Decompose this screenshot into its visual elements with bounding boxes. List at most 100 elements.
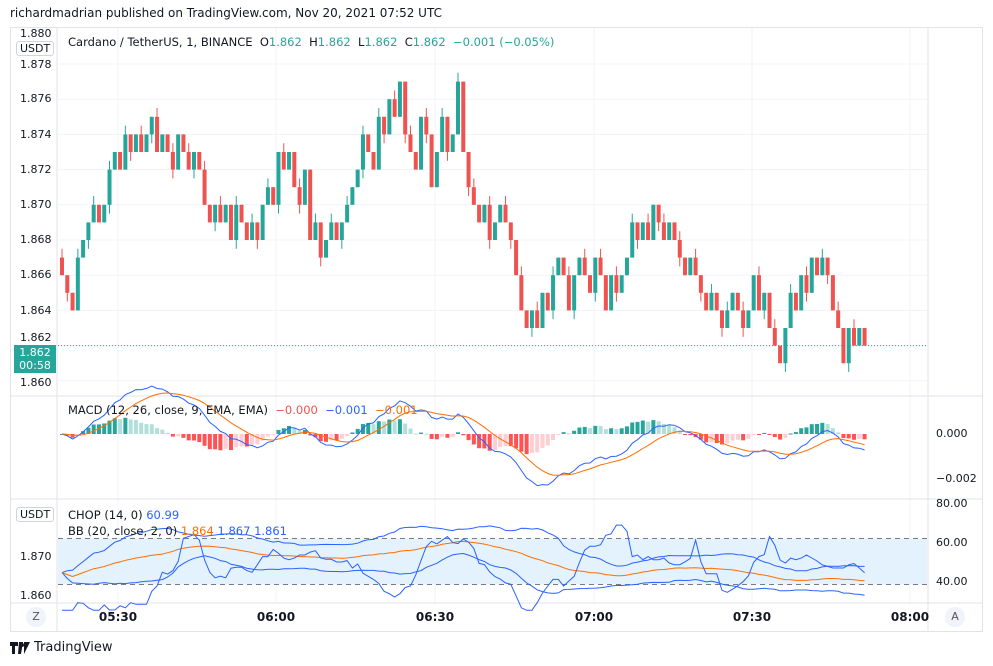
macd-histogram-bar [492, 434, 497, 450]
macd-histogram-bar [155, 428, 160, 434]
tradingview-logo[interactable]: TradingView [10, 640, 113, 655]
candle-body [297, 187, 302, 205]
candle-body [614, 275, 619, 293]
open-value: 1.862 [268, 35, 302, 49]
candle-body [371, 152, 376, 170]
candle-body [287, 152, 292, 170]
symbol-legend: Cardano / TetherUS, 1, BINANCE O1.862 H1… [68, 35, 555, 49]
candle-body [202, 169, 207, 205]
close-value: 1.862 [412, 35, 446, 49]
macd-histogram-bar [830, 428, 835, 434]
candle-body [651, 204, 656, 240]
macd-histogram-bar [630, 422, 635, 434]
macd-histogram-bar [334, 434, 339, 441]
chop-tick: 60.00 [936, 536, 968, 549]
macd-histogram-bar [704, 434, 709, 443]
macd-histogram-bar [603, 429, 608, 434]
macd-histogram-bar [561, 432, 566, 434]
candle-body [334, 222, 339, 240]
candle-body [709, 292, 714, 311]
candle-body [382, 116, 387, 135]
macd-histogram-bar [207, 434, 212, 450]
candle-body [313, 222, 318, 240]
macd-histogram-bar [376, 421, 381, 434]
macd-histogram-bar [698, 434, 703, 440]
candle-body [746, 310, 751, 328]
candle-body [799, 275, 804, 311]
currency-badge[interactable]: USDT [16, 41, 55, 56]
countdown: 00:58 [19, 359, 51, 372]
macd-histogram-bar [487, 434, 492, 451]
candle-body [635, 222, 640, 240]
candle-body [213, 204, 218, 223]
macd-histogram-bar [640, 420, 645, 434]
currency-badge-lower[interactable]: USDT [16, 507, 55, 522]
macd-histogram-bar [519, 434, 524, 452]
macd-histogram-bar [746, 434, 751, 439]
macd-histogram-bar [276, 429, 281, 434]
candle-body [714, 292, 719, 311]
candle-body [471, 187, 476, 205]
candle-body [561, 257, 566, 276]
macd-histogram-bar [852, 434, 856, 440]
macd-histogram-bar [218, 434, 223, 451]
macd-histogram-bar [403, 423, 408, 434]
candle-body [540, 292, 545, 328]
bb-basis-line [61, 540, 865, 582]
chop-band [58, 538, 927, 585]
chop-tick: 80.00 [936, 497, 968, 510]
macd-histogram-bar [593, 425, 598, 434]
candle-body [176, 134, 181, 170]
zoom-reset-button[interactable]: Z [26, 607, 46, 627]
candle-body [498, 204, 503, 223]
candle-body [535, 310, 540, 328]
candle-body [403, 81, 408, 135]
chop-value: 60.99 [146, 508, 180, 522]
macd-histogram-bar [836, 432, 841, 434]
candle-body [788, 292, 793, 328]
candle-body [339, 222, 344, 240]
candle-body [646, 222, 651, 240]
price-tick: 1.866 [20, 268, 52, 282]
candle-body [751, 275, 756, 311]
candle-body [815, 257, 820, 276]
candle-body [149, 116, 154, 135]
candle-body [466, 152, 471, 188]
candle-body [793, 292, 798, 311]
candle-body [419, 116, 424, 170]
macd-histogram-bar [260, 434, 265, 441]
time-tick: 07:00 [574, 610, 614, 624]
candle-body [244, 222, 249, 240]
candle-body [271, 187, 276, 205]
macd-histogram-bar [371, 424, 376, 434]
candle-body [112, 152, 117, 170]
macd-histogram-bar [75, 434, 80, 435]
time-tick: 08:00 [890, 610, 930, 624]
auto-scale-button[interactable]: A [945, 607, 965, 627]
price-tick: 1.880 [20, 27, 52, 40]
candle-body [772, 328, 777, 346]
macd-histogram-bar [297, 430, 302, 434]
macd-histogram-bar [118, 419, 123, 434]
candle-body [741, 310, 746, 328]
macd-histogram-bar [149, 424, 154, 434]
candle-body [228, 204, 233, 240]
price-tick: 1.860 [20, 376, 52, 389]
macd-histogram-bar [614, 429, 619, 434]
candle-body [624, 257, 629, 276]
macd-histogram-bar [192, 434, 196, 441]
macd-histogram-bar [714, 434, 719, 444]
candle-body [514, 240, 519, 276]
macd-histogram-bar [345, 434, 350, 436]
candle-body [387, 99, 392, 135]
candle-body [276, 152, 281, 205]
candle-body [809, 257, 814, 293]
candle-body [192, 152, 196, 170]
macd-histogram-bar [624, 426, 629, 434]
macd-histogram-bar [598, 426, 603, 434]
macd-histogram-bar [841, 434, 846, 439]
macd-histogram-bar [250, 434, 255, 445]
candle-body [366, 134, 371, 152]
macd-histogram-bar [228, 434, 233, 451]
